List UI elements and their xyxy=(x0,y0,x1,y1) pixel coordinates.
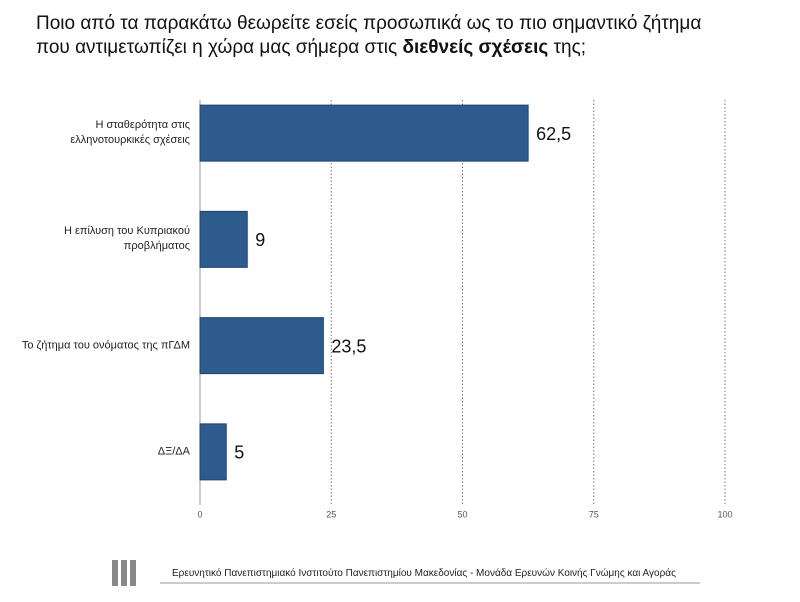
value-label: 5 xyxy=(234,443,244,463)
x-tick-label: 0 xyxy=(197,509,202,519)
value-label: 62,5 xyxy=(536,124,571,144)
logo-bar xyxy=(121,560,127,586)
bar xyxy=(199,104,529,162)
category-label: Το ζήτημα του ονόματος της πΓΔΜ xyxy=(21,339,190,352)
title-run: της; xyxy=(548,37,587,58)
category-label: ΔΞ/ΔΑ xyxy=(157,445,190,458)
title-run: Ποιο από τα παρακάτω θεωρείτε εσείς προσ… xyxy=(36,13,702,58)
logo xyxy=(112,560,136,586)
bar xyxy=(199,317,324,375)
value-label: 9 xyxy=(255,230,265,250)
logo-bar xyxy=(112,560,118,586)
bar xyxy=(199,210,248,268)
x-tick-label: 100 xyxy=(717,509,732,519)
chart-title: Ποιο από τα παρακάτω θεωρείτε εσείς προσ… xyxy=(36,12,716,60)
bar xyxy=(199,423,227,481)
category-label: Η επίλυση του Κυπριακού προβλήματος xyxy=(63,225,190,253)
value-label: 23,5 xyxy=(331,336,366,356)
category-label: Η σταθερότητα στις ελληνοτουρκικές σχέσε… xyxy=(70,119,190,147)
x-tick-label: 75 xyxy=(589,509,599,519)
x-tick-label: 25 xyxy=(326,509,336,519)
footer: Ερευνητικό Πανεπιστημιακό Ινστιτούτο Παν… xyxy=(172,568,676,579)
x-tick-label: 50 xyxy=(457,509,467,519)
title-run: διεθνείς σχέσεις xyxy=(402,37,549,58)
logo-bar xyxy=(130,560,136,586)
